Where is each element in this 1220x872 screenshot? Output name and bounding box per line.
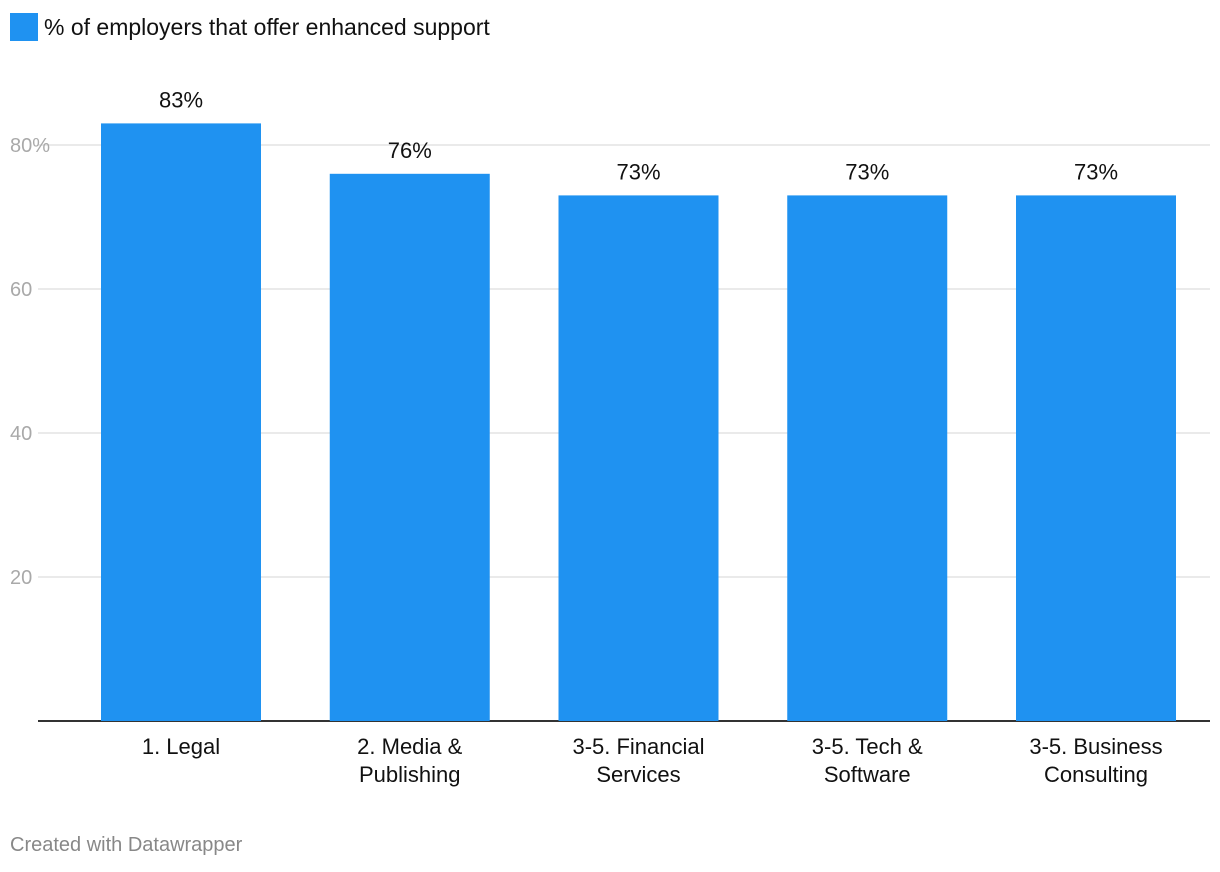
legend-swatch [10,13,38,41]
value-label: 76% [388,138,432,163]
bar [787,195,948,721]
footer-credit: Created with Datawrapper [10,834,243,856]
value-label: 73% [1074,159,1118,184]
value-label: 83% [159,87,203,112]
y-tick-label: 60 [10,279,32,301]
category-label: 1. Legal [142,734,220,759]
chart-legend: % of employers that offer enhanced suppo… [10,12,490,42]
value-label: 73% [616,159,660,184]
legend-label: % of employers that offer enhanced suppo… [44,13,490,40]
bar [101,123,261,721]
bar [558,195,719,721]
category-label: 3-5. Business Consulting [1029,734,1162,787]
category-label: 3-5. Tech & Software [812,734,923,787]
category-label: 2. Media & Publishing [357,734,462,787]
label-layer: 83% 1. Legal 76% 2. Media & Publishing 73% 3-5… [142,87,1163,787]
value-label: 73% [845,159,889,184]
bar-layer [101,123,1176,722]
category-label: 3-5. Financial Services [572,734,704,787]
bar [329,173,490,722]
y-tick-label: 40 [10,423,32,445]
bar [1016,195,1176,721]
y-tick-label: 80% [10,135,50,157]
y-tick-label: 20 [10,567,32,589]
